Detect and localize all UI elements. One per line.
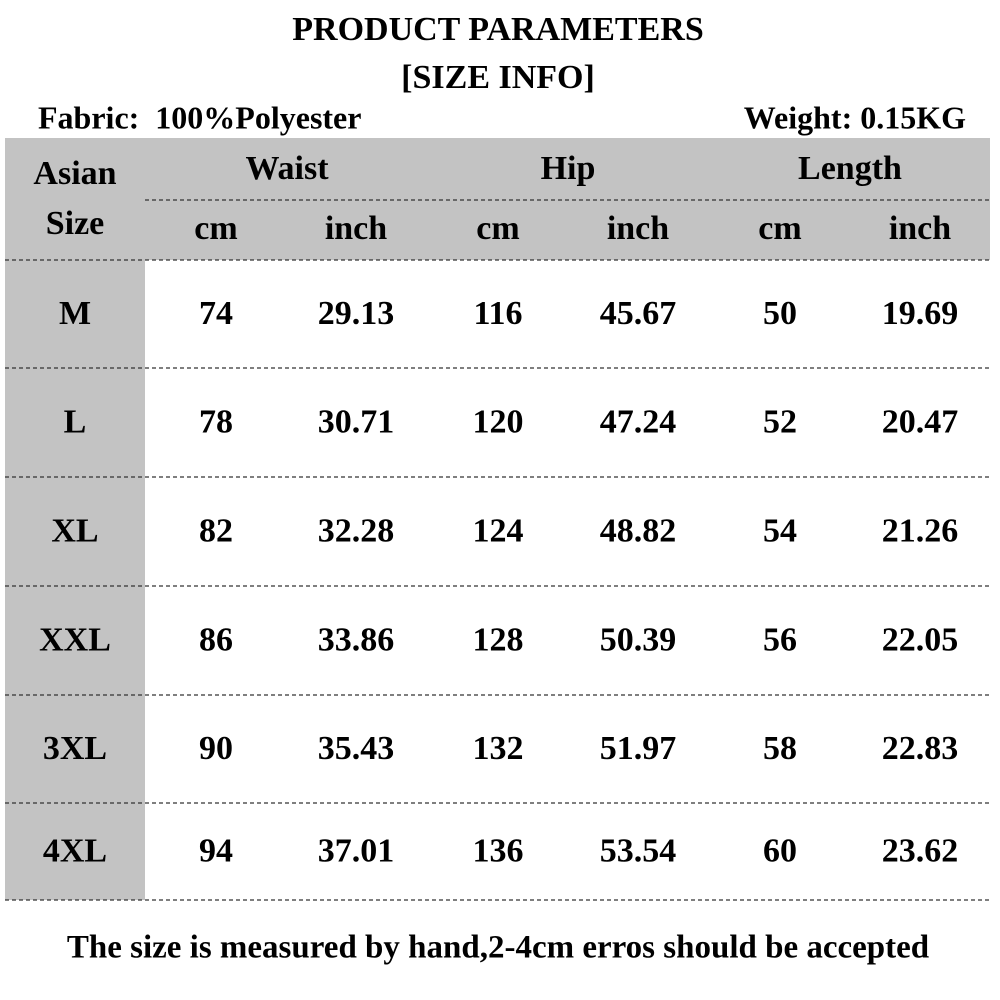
- unit-label: cm: [194, 210, 237, 247]
- size-label: 4XL: [43, 832, 107, 869]
- subtitle: [SIZE INFO]: [401, 59, 595, 96]
- cell-value: 50.39: [600, 621, 677, 658]
- unit-label: inch: [889, 210, 951, 247]
- footer-note: The size is measured by hand,2-4cm erros…: [67, 930, 929, 966]
- cell-value: 22.83: [882, 730, 959, 767]
- cell-value: 56: [763, 621, 797, 658]
- cell-value: 35.43: [318, 730, 395, 767]
- size-column-band: [5, 260, 145, 900]
- cell-value: 23.62: [882, 832, 959, 869]
- cell-value: 47.24: [600, 403, 677, 440]
- cell-value: 60: [763, 832, 797, 869]
- cell-value: 45.67: [600, 295, 677, 332]
- cell-value: 29.13: [318, 295, 395, 332]
- cell-value: 136: [473, 832, 524, 869]
- unit-label: cm: [758, 210, 801, 247]
- cell-value: 128: [473, 621, 524, 658]
- group-label: Hip: [541, 150, 596, 187]
- cell-value: 74: [199, 295, 233, 332]
- cell-value: 53.54: [600, 832, 677, 869]
- cell-value: 50: [763, 295, 797, 332]
- unit-label: inch: [607, 210, 669, 247]
- group-label: Length: [798, 150, 902, 187]
- cell-value: 21.26: [882, 512, 959, 549]
- cell-value: 116: [473, 295, 522, 332]
- size-label: 3XL: [43, 730, 107, 767]
- cell-value: 20.47: [882, 403, 959, 440]
- cell-value: 30.71: [318, 403, 395, 440]
- unit-label: inch: [325, 210, 387, 247]
- cell-value: 19.69: [882, 295, 959, 332]
- header-band: [5, 138, 990, 260]
- cell-value: 86: [199, 621, 233, 658]
- cell-value: 32.28: [318, 512, 395, 549]
- size-label: M: [59, 295, 91, 332]
- unit-label: cm: [476, 210, 519, 247]
- size-label: L: [64, 403, 87, 440]
- fabric: Fabric: 100%Polyester: [38, 99, 361, 135]
- cell-value: 51.97: [600, 730, 677, 767]
- cell-value: 120: [473, 403, 524, 440]
- weight: Weight: 0.15KG: [744, 99, 966, 135]
- cell-value: 37.01: [318, 832, 395, 869]
- title: PRODUCT PARAMETERS: [292, 11, 704, 48]
- cell-value: 22.05: [882, 621, 959, 658]
- group-label: Waist: [245, 150, 329, 187]
- cell-value: 48.82: [600, 512, 677, 549]
- cell-value: 124: [473, 512, 524, 549]
- size-label: XL: [51, 512, 98, 549]
- corner-label: Size: [46, 205, 105, 242]
- cell-value: 33.86: [318, 621, 395, 658]
- cell-value: 78: [199, 403, 233, 440]
- cell-value: 90: [199, 730, 233, 767]
- cell-value: 82: [199, 512, 233, 549]
- cell-value: 54: [763, 512, 797, 549]
- cell-value: 52: [763, 403, 797, 440]
- cell-value: 132: [473, 730, 524, 767]
- cell-value: 94: [199, 832, 233, 869]
- size-label: XXL: [39, 621, 111, 658]
- corner-label: Asian: [33, 155, 116, 192]
- cell-value: 58: [763, 730, 797, 767]
